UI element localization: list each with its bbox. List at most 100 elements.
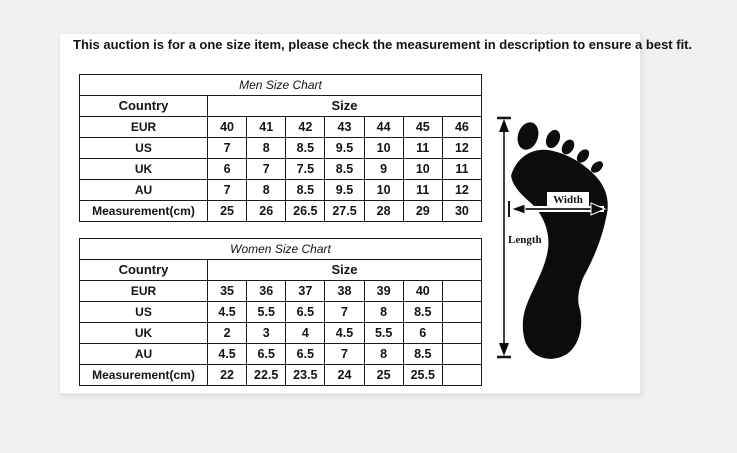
table-row: EUR 35 36 37 38 39 40 (79, 280, 483, 302)
value-cell: 40 (206, 116, 248, 138)
value-cell (441, 280, 483, 302)
value-cell: 38 (324, 280, 365, 302)
value-cell: 25 (206, 200, 248, 222)
value-cell: 9 (363, 158, 404, 180)
value-cell: 8.5 (324, 158, 365, 180)
value-cell: 35 (206, 280, 248, 302)
country-column-header: Country (79, 259, 208, 281)
value-cell: 7.5 (285, 158, 326, 180)
value-cell: 45 (402, 116, 443, 138)
table-row: AU 7 8 8.5 9.5 10 11 12 (79, 179, 483, 201)
chart-title: Women Size Chart (79, 238, 482, 260)
value-cell: 9.5 (324, 137, 365, 159)
value-cell: 9.5 (324, 179, 365, 201)
value-cell: 26 (246, 200, 287, 222)
value-cell: 12 (441, 179, 483, 201)
row-label: US (79, 137, 208, 159)
value-cell: 25 (363, 364, 404, 386)
value-cell: 7 (206, 179, 248, 201)
table-row: Measurement(cm) 22 22.5 23.5 24 25 25.5 (79, 364, 483, 386)
row-label: Measurement(cm) (79, 364, 208, 386)
chart-title-row: Men Size Chart (79, 74, 482, 96)
row-label: EUR (79, 280, 208, 302)
value-cell: 36 (246, 280, 287, 302)
value-cell: 6 (402, 322, 443, 344)
value-cell: 6.5 (285, 343, 326, 365)
value-cell: 27.5 (324, 200, 365, 222)
value-cell: 46 (441, 116, 483, 138)
value-cell: 28 (363, 200, 404, 222)
table-row: US 7 8 8.5 9.5 10 11 12 (79, 137, 483, 159)
size-column-header: Size (207, 259, 482, 281)
row-label: UK (79, 322, 208, 344)
value-cell: 10 (363, 137, 404, 159)
row-label: Measurement(cm) (79, 200, 208, 222)
value-cell: 25.5 (402, 364, 443, 386)
value-cell: 11 (402, 137, 443, 159)
value-cell: 43 (324, 116, 365, 138)
value-cell: 7 (324, 301, 365, 323)
table-row: Measurement(cm) 25 26 26.5 27.5 28 29 30 (79, 200, 483, 222)
row-label: AU (79, 343, 208, 365)
chart-title: Men Size Chart (79, 74, 482, 96)
value-cell: 4.5 (206, 343, 248, 365)
value-cell (441, 364, 483, 386)
table-row: AU 4.5 6.5 6.5 7 8 8.5 (79, 343, 483, 365)
value-cell: 26.5 (285, 200, 326, 222)
value-cell: 22.5 (246, 364, 287, 386)
table-row: UK 2 3 4 4.5 5.5 6 (79, 322, 483, 344)
value-cell: 7 (206, 137, 248, 159)
value-cell: 44 (363, 116, 404, 138)
value-cell: 37 (285, 280, 326, 302)
value-cell: 8.5 (285, 179, 326, 201)
value-cell: 3 (246, 322, 287, 344)
value-cell: 10 (402, 158, 443, 180)
value-cell: 11 (402, 179, 443, 201)
value-cell: 5.5 (363, 322, 404, 344)
row-label: AU (79, 179, 208, 201)
value-cell: 39 (363, 280, 404, 302)
value-cell: 6.5 (285, 301, 326, 323)
value-cell: 2 (206, 322, 248, 344)
value-cell: 4.5 (206, 301, 248, 323)
value-cell: 8 (363, 301, 404, 323)
value-cell: 8.5 (285, 137, 326, 159)
men-size-chart-table: Men Size Chart Country Size EUR 40 41 42 43 44 45… (79, 74, 483, 222)
value-cell: 30 (441, 200, 483, 222)
row-label: UK (79, 158, 208, 180)
value-cell: 5.5 (246, 301, 287, 323)
table-row: EUR 40 41 42 43 44 45 46 (79, 116, 483, 138)
value-cell (441, 343, 483, 365)
value-cell: 8.5 (402, 301, 443, 323)
value-cell: 8 (246, 137, 287, 159)
value-cell: 12 (441, 137, 483, 159)
value-cell: 23.5 (285, 364, 326, 386)
auction-notice-text: This auction is for a one size item, ple… (73, 37, 693, 52)
row-label: US (79, 301, 208, 323)
table-row: UK 6 7 7.5 8.5 9 10 11 (79, 158, 483, 180)
column-header-row: Country Size (79, 95, 482, 117)
value-cell: 6.5 (246, 343, 287, 365)
value-cell: 41 (246, 116, 287, 138)
value-cell: 10 (363, 179, 404, 201)
column-header-row: Country Size (79, 259, 482, 281)
row-label: EUR (79, 116, 208, 138)
length-arrow-icon (497, 116, 511, 359)
value-cell: 22 (206, 364, 248, 386)
value-cell: 4.5 (324, 322, 365, 344)
value-cell: 8.5 (402, 343, 443, 365)
country-column-header: Country (79, 95, 208, 117)
value-cell: 8 (363, 343, 404, 365)
chart-title-row: Women Size Chart (79, 238, 482, 260)
value-cell (441, 301, 483, 323)
value-cell (441, 322, 483, 344)
value-cell: 40 (402, 280, 443, 302)
value-cell: 7 (324, 343, 365, 365)
value-cell: 4 (285, 322, 326, 344)
value-cell: 7 (246, 158, 287, 180)
width-arrow-icon (508, 192, 607, 217)
value-cell: 42 (285, 116, 326, 138)
value-cell: 11 (441, 158, 483, 180)
value-cell: 8 (246, 179, 287, 201)
length-label: Length (508, 234, 542, 246)
